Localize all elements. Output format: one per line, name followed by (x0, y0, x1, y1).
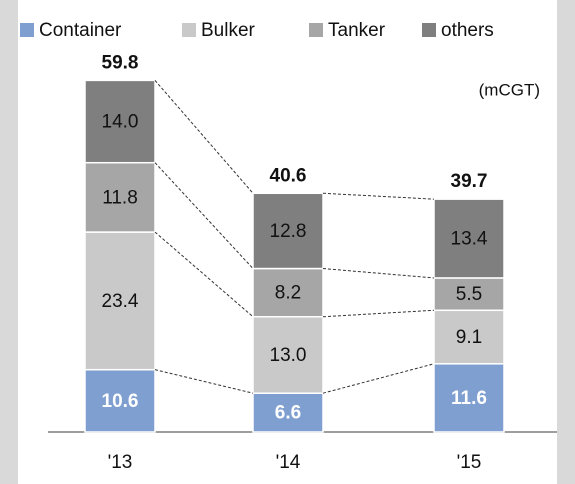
total-label: 59.8 (102, 52, 139, 73)
bar-segment (252, 316, 324, 394)
connector (322, 363, 435, 394)
bar-segment (84, 79, 156, 164)
bar-segment (84, 368, 156, 433)
value-label: 11.8 (102, 187, 138, 208)
connector (322, 268, 435, 279)
value-label: 8.2 (275, 283, 301, 304)
legend-swatch (20, 23, 34, 37)
bar-segment (433, 363, 505, 433)
bar-segment (252, 267, 324, 318)
x-tick-label: '13 (108, 452, 133, 473)
value-label: 13.4 (451, 229, 488, 250)
connector (154, 162, 254, 269)
legend-label: others (441, 20, 494, 41)
bar-segment (84, 231, 156, 371)
value-label: 14.0 (102, 112, 139, 133)
connector (322, 192, 435, 200)
bar-segment (252, 392, 324, 433)
total-label: 40.6 (270, 165, 307, 186)
bar-segment (252, 192, 324, 270)
legend-swatch (182, 23, 196, 37)
bar-segment (433, 277, 505, 312)
connector (154, 369, 254, 394)
legend-label: Container (39, 20, 122, 41)
connector (322, 309, 435, 318)
legend-label: Tanker (328, 20, 386, 41)
x-tick-label: '14 (276, 452, 301, 473)
value-label: 6.6 (275, 403, 301, 424)
legend-label: Bulker (201, 20, 256, 41)
x-tick-label: '15 (457, 452, 482, 473)
value-label: 12.8 (270, 221, 307, 242)
value-label: 5.5 (456, 284, 482, 305)
value-label: 9.1 (456, 327, 482, 348)
value-label: 13.0 (270, 345, 307, 366)
total-label: 39.7 (451, 171, 488, 192)
connector (154, 231, 254, 318)
value-label: 11.6 (451, 388, 487, 409)
value-label: 10.6 (102, 391, 139, 412)
value-label: 23.4 (102, 291, 139, 312)
bar-segment (433, 198, 505, 279)
legend-swatch (309, 23, 323, 37)
legend-swatch (422, 23, 436, 37)
unit-label: (mCGT) (479, 80, 540, 99)
